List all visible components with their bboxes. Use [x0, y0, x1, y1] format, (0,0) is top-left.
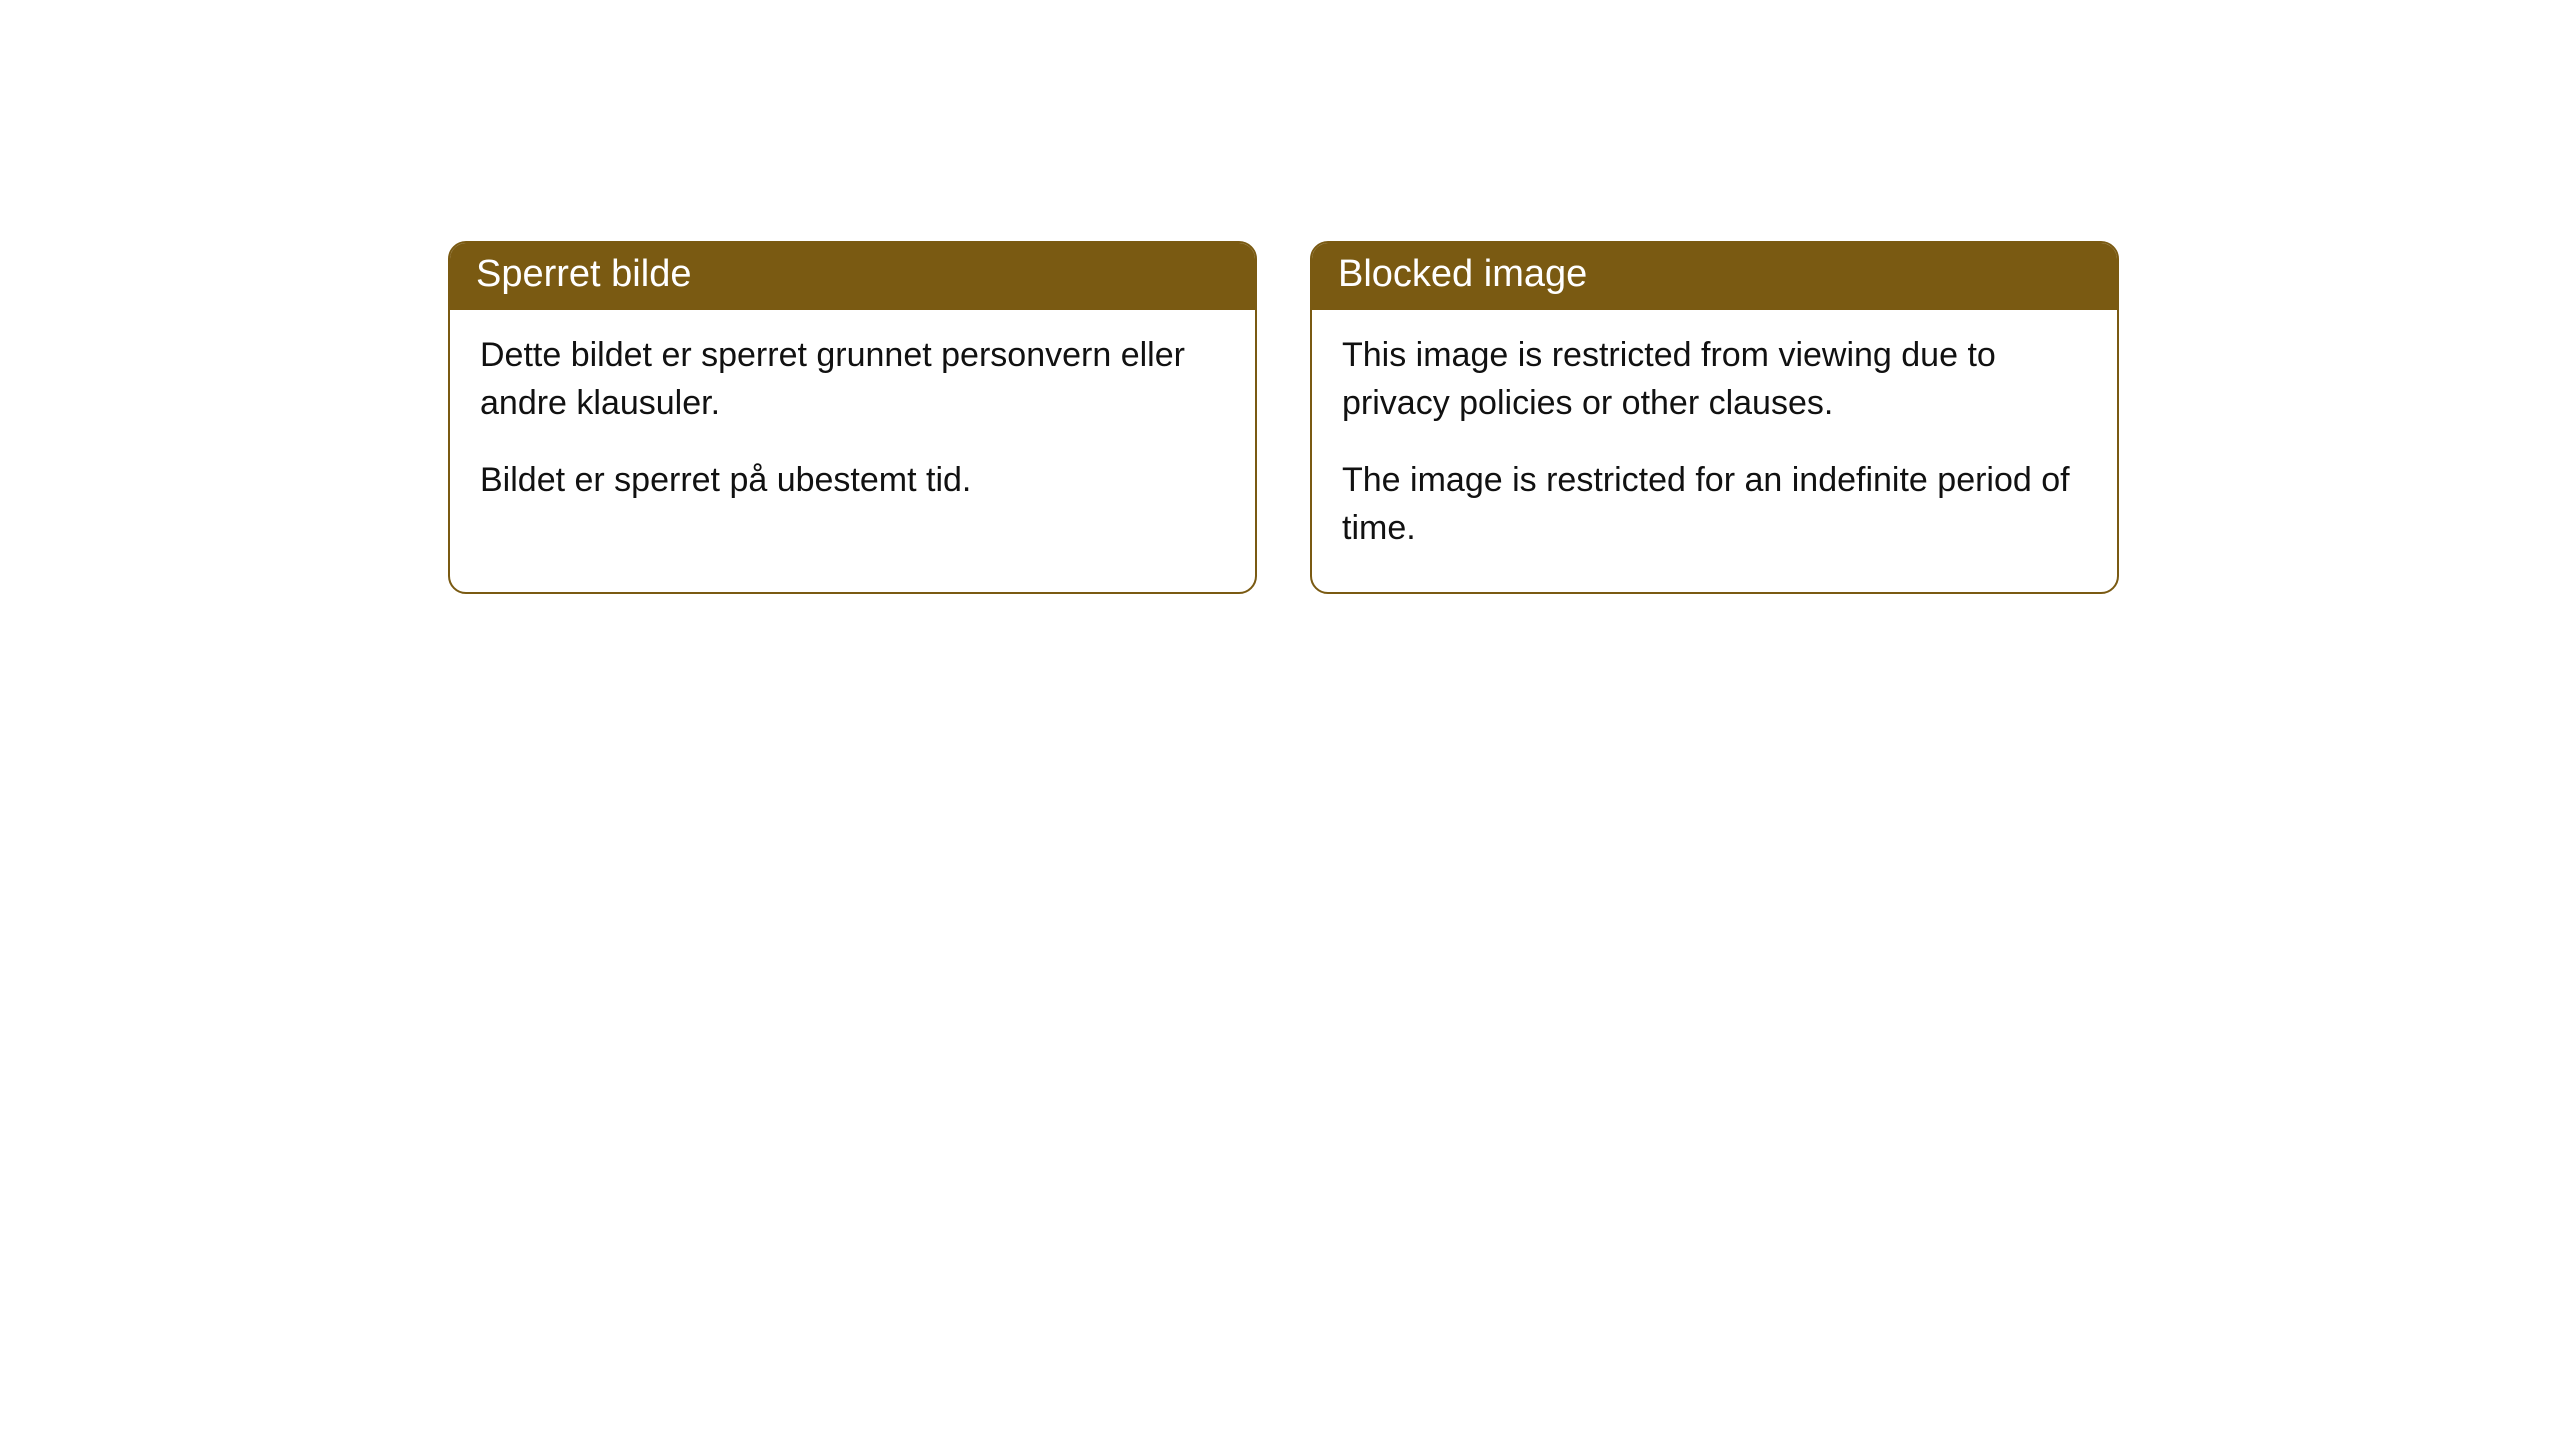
card-header: Sperret bilde	[450, 243, 1255, 310]
card-header: Blocked image	[1312, 243, 2117, 310]
card-paragraph: Dette bildet er sperret grunnet personve…	[480, 332, 1225, 427]
card-paragraph: This image is restricted from viewing du…	[1342, 332, 2087, 427]
card-title: Blocked image	[1338, 253, 1587, 295]
card-body: Dette bildet er sperret grunnet personve…	[450, 310, 1255, 545]
card-body: This image is restricted from viewing du…	[1312, 310, 2117, 592]
notice-card-norwegian: Sperret bilde Dette bildet er sperret gr…	[448, 241, 1257, 594]
card-title: Sperret bilde	[476, 253, 691, 295]
notice-cards-container: Sperret bilde Dette bildet er sperret gr…	[0, 0, 2560, 594]
notice-card-english: Blocked image This image is restricted f…	[1310, 241, 2119, 594]
card-paragraph: Bildet er sperret på ubestemt tid.	[480, 457, 1225, 505]
card-paragraph: The image is restricted for an indefinit…	[1342, 457, 2087, 552]
